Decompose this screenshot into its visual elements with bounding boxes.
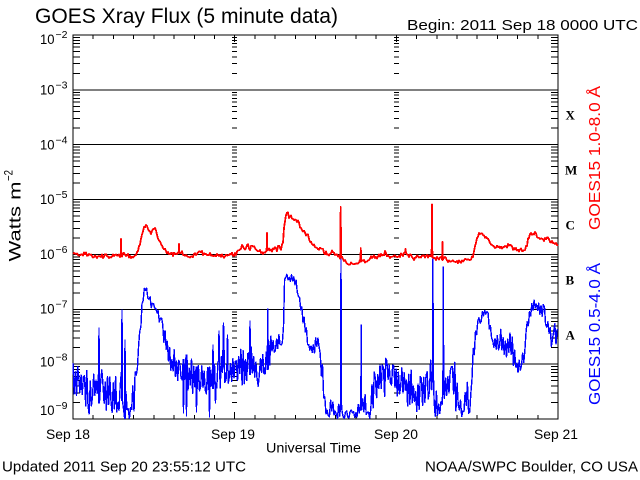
svg-text:10: 10 [40,137,55,152]
svg-text:−3: −3 [56,81,68,92]
svg-text:−2: −2 [56,30,68,41]
svg-text:GOES15 0.5-4.0 Å: GOES15 0.5-4.0 Å [585,263,604,405]
svg-text:M: M [565,163,577,178]
svg-text:−8: −8 [56,352,68,363]
svg-text:Sep 18: Sep 18 [46,426,90,442]
svg-text:C: C [566,218,575,233]
svg-text:B: B [566,273,575,288]
svg-text:X: X [566,108,576,123]
svg-text:−6: −6 [56,245,68,256]
svg-text:A: A [566,328,576,343]
svg-text:−5: −5 [56,190,68,201]
svg-text:10: 10 [40,32,55,47]
svg-text:Sep 19: Sep 19 [211,426,255,442]
svg-text:Updated 2011 Sep 20 23:55:12 U: Updated 2011 Sep 20 23:55:12 UTC [2,459,246,476]
svg-text:10: 10 [40,247,55,262]
svg-text:NOAA/SWPC Boulder, CO USA: NOAA/SWPC Boulder, CO USA [425,459,638,476]
svg-text:GOES15 1.0-8.0 Å: GOES15 1.0-8.0 Å [585,86,604,230]
svg-text:Universal Time: Universal Time [266,441,361,456]
svg-text:−7: −7 [56,300,68,311]
svg-text:Begin: 2011 Sep 18 0000 UTC: Begin: 2011 Sep 18 0000 UTC [407,17,638,34]
svg-text:−4: −4 [56,135,68,146]
svg-text:−9: −9 [56,401,68,412]
svg-text:10: 10 [40,192,55,207]
svg-text:10: 10 [40,354,55,369]
svg-text:GOES Xray Flux (5 minute data): GOES Xray Flux (5 minute data) [35,5,338,28]
svg-text:10: 10 [40,403,55,418]
svg-text:10: 10 [40,83,55,98]
svg-text:Watts m: Watts m [6,182,25,262]
svg-text:10: 10 [40,302,55,317]
svg-text:Sep 21: Sep 21 [534,426,578,442]
svg-text:−2: −2 [2,170,16,181]
svg-text:Sep 20: Sep 20 [374,426,418,442]
